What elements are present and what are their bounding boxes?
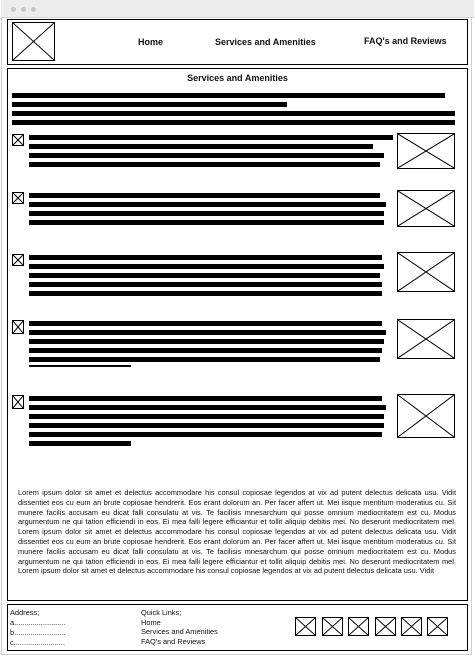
text-placeholder-line: [29, 365, 131, 367]
image-placeholder-icon: [398, 191, 454, 226]
image-placeholder-icon: [13, 193, 23, 203]
text-placeholder-line: [29, 282, 382, 287]
image-placeholder-icon: [13, 321, 23, 333]
image-placeholder-icon: [349, 618, 368, 635]
text-placeholder-line: [29, 264, 384, 269]
text-placeholder-line: [12, 102, 287, 107]
social-link[interactable]: [427, 617, 448, 636]
nav-services-link[interactable]: Services and Amenities: [215, 37, 316, 47]
feature-image: [397, 133, 455, 169]
social-link[interactable]: [322, 617, 343, 636]
social-link[interactable]: [295, 617, 316, 636]
text-placeholder-line: [29, 441, 131, 446]
feature-image: [397, 252, 455, 292]
text-placeholder-line: [29, 153, 384, 158]
text-placeholder-line: [12, 120, 455, 125]
text-placeholder-line: [29, 202, 386, 207]
text-placeholder-line: [29, 193, 380, 198]
text-placeholder-line: [29, 135, 393, 140]
page-frame: [1, 17, 472, 655]
feature-image: [397, 190, 455, 227]
window-dot-icon[interactable]: [31, 7, 36, 12]
nav-home-link[interactable]: Home: [138, 37, 164, 47]
footer: [7, 604, 468, 651]
text-placeholder-line: [29, 414, 384, 419]
feature-bullet-image: [12, 395, 24, 409]
feature-image: [397, 319, 455, 359]
logo-image[interactable]: [12, 22, 55, 61]
feature-bullet-image: [12, 320, 24, 334]
address-line: c.........................: [10, 638, 66, 647]
text-placeholder-line: [29, 144, 373, 149]
text-placeholder-line: [29, 339, 384, 344]
window-dot-icon[interactable]: [21, 7, 26, 12]
text-placeholder-line: [29, 357, 380, 362]
address-line: b.........................: [10, 628, 66, 637]
address-label: Address;: [10, 608, 40, 617]
image-placeholder-icon: [376, 618, 395, 635]
text-placeholder-line: [29, 405, 386, 410]
text-placeholder-line: [12, 93, 445, 98]
image-placeholder-icon: [402, 618, 421, 635]
feature-bullet-image: [12, 254, 24, 266]
image-placeholder-icon: [323, 618, 342, 635]
footer-link-faq[interactable]: FAQ's and Reviews: [141, 637, 206, 646]
social-link[interactable]: [375, 617, 396, 636]
social-link[interactable]: [348, 617, 369, 636]
text-placeholder-line: [29, 273, 380, 278]
image-placeholder-icon: [398, 320, 454, 358]
image-placeholder-icon: [13, 23, 54, 60]
feature-image: [397, 394, 455, 438]
feature-bullet-image: [12, 134, 24, 146]
image-placeholder-icon: [13, 255, 23, 265]
footer-link-services[interactable]: Services and Amenities: [141, 627, 218, 636]
text-placeholder-line: [12, 111, 455, 116]
text-placeholder-line: [29, 423, 384, 428]
image-placeholder-icon: [428, 618, 447, 635]
feature-bullet-image: [12, 192, 24, 204]
text-placeholder-line: [29, 432, 382, 437]
text-placeholder-line: [29, 291, 382, 296]
browser-title-bar: [1, 0, 474, 18]
text-placeholder-line: [29, 330, 386, 335]
footer-link-home[interactable]: Home: [141, 618, 161, 627]
text-placeholder-line: [29, 220, 384, 225]
text-placeholder-line: [29, 321, 382, 326]
page-title: Services and Amenities: [187, 73, 288, 83]
text-placeholder-line: [29, 396, 382, 401]
image-placeholder-icon: [398, 395, 454, 437]
nav-faq-link[interactable]: FAQ's and Reviews: [364, 36, 447, 46]
image-placeholder-icon: [13, 396, 23, 408]
social-link[interactable]: [401, 617, 422, 636]
image-placeholder-icon: [398, 134, 454, 168]
text-placeholder-line: [29, 211, 384, 216]
image-placeholder-icon: [398, 253, 454, 291]
image-placeholder-icon: [296, 618, 315, 635]
text-placeholder-line: [29, 348, 382, 353]
quick-links-label: Quick Links;: [141, 608, 182, 617]
address-line: a.........................: [10, 618, 66, 627]
lorem-paragraph: Lorem ipsum dolor sit amet et delectus a…: [18, 488, 456, 576]
header: [7, 19, 468, 65]
image-placeholder-icon: [13, 135, 23, 145]
text-placeholder-line: [29, 162, 380, 167]
text-placeholder-line: [29, 255, 382, 260]
window-dot-icon[interactable]: [11, 7, 16, 12]
